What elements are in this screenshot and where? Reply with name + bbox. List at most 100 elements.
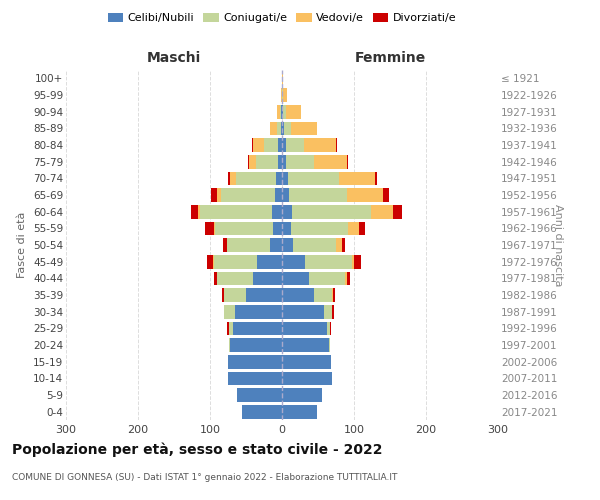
Bar: [282, 288, 314, 302]
Bar: [233, 322, 282, 335]
Bar: [282, 338, 329, 352]
Bar: [282, 372, 332, 385]
Bar: [282, 272, 310, 285]
Bar: [280, 105, 281, 118]
Bar: [283, 105, 286, 118]
Bar: [272, 205, 282, 218]
Bar: [281, 105, 282, 118]
Bar: [289, 172, 339, 185]
Bar: [230, 172, 236, 185]
Text: Maschi: Maschi: [147, 51, 201, 65]
Bar: [207, 255, 213, 268]
Bar: [326, 322, 330, 335]
Bar: [305, 255, 352, 268]
Bar: [359, 222, 365, 235]
Text: COMUNE DI GONNESA (SU) - Dati ISTAT 1° gennaio 2022 - Elaborazione TUTTITALIA.IT: COMUNE DI GONNESA (SU) - Dati ISTAT 1° g…: [12, 472, 397, 482]
Bar: [282, 72, 283, 85]
Bar: [310, 272, 346, 285]
Bar: [200, 205, 272, 218]
Bar: [270, 122, 277, 135]
Bar: [333, 288, 335, 302]
Bar: [222, 288, 224, 302]
Bar: [275, 188, 282, 202]
Bar: [383, 188, 389, 202]
Legend: Celibi/Nubili, Coniugati/e, Vedovi/e, Divorziati/e: Celibi/Nubili, Coniugati/e, Vedovi/e, Di…: [103, 8, 461, 28]
Bar: [253, 138, 264, 152]
Bar: [253, 272, 282, 285]
Bar: [324, 305, 332, 318]
Bar: [215, 222, 272, 235]
Bar: [224, 305, 235, 318]
Bar: [314, 155, 347, 168]
Bar: [282, 405, 317, 418]
Bar: [256, 155, 278, 168]
Bar: [329, 338, 330, 352]
Bar: [242, 405, 282, 418]
Bar: [339, 172, 375, 185]
Bar: [282, 222, 290, 235]
Bar: [290, 222, 348, 235]
Bar: [275, 172, 282, 185]
Bar: [282, 88, 283, 102]
Bar: [281, 122, 282, 135]
Bar: [282, 172, 289, 185]
Bar: [282, 188, 289, 202]
Bar: [282, 138, 286, 152]
Bar: [292, 122, 317, 135]
Bar: [227, 322, 229, 335]
Bar: [228, 172, 230, 185]
Bar: [347, 155, 348, 168]
Bar: [278, 155, 282, 168]
Bar: [264, 138, 278, 152]
Bar: [214, 222, 215, 235]
Bar: [282, 255, 305, 268]
Bar: [217, 188, 221, 202]
Bar: [286, 138, 304, 152]
Bar: [224, 288, 246, 302]
Bar: [211, 188, 217, 202]
Bar: [289, 188, 347, 202]
Bar: [347, 272, 350, 285]
Bar: [282, 122, 284, 135]
Bar: [236, 172, 275, 185]
Bar: [346, 272, 347, 285]
Bar: [205, 222, 214, 235]
Bar: [229, 338, 230, 352]
Bar: [223, 238, 227, 252]
Bar: [330, 322, 331, 335]
Bar: [282, 155, 286, 168]
Bar: [375, 172, 377, 185]
Bar: [293, 238, 336, 252]
Bar: [283, 88, 287, 102]
Bar: [282, 238, 293, 252]
Bar: [278, 138, 282, 152]
Bar: [228, 355, 282, 368]
Bar: [304, 138, 336, 152]
Bar: [282, 105, 283, 118]
Bar: [238, 388, 282, 402]
Bar: [282, 322, 326, 335]
Bar: [352, 255, 354, 268]
Bar: [282, 305, 324, 318]
Y-axis label: Fasce di età: Fasce di età: [17, 212, 28, 278]
Bar: [214, 255, 257, 268]
Bar: [336, 138, 337, 152]
Bar: [271, 238, 282, 252]
Text: Popolazione per età, sesso e stato civile - 2022: Popolazione per età, sesso e stato civil…: [12, 442, 383, 457]
Bar: [286, 155, 314, 168]
Bar: [314, 288, 332, 302]
Bar: [191, 205, 198, 218]
Bar: [336, 238, 342, 252]
Bar: [214, 272, 217, 285]
Bar: [229, 322, 233, 335]
Bar: [277, 122, 281, 135]
Bar: [371, 205, 393, 218]
Bar: [213, 255, 214, 268]
Bar: [246, 288, 282, 302]
Bar: [282, 355, 331, 368]
Bar: [281, 88, 282, 102]
Bar: [228, 372, 282, 385]
Bar: [284, 122, 292, 135]
Bar: [248, 155, 249, 168]
Bar: [221, 188, 275, 202]
